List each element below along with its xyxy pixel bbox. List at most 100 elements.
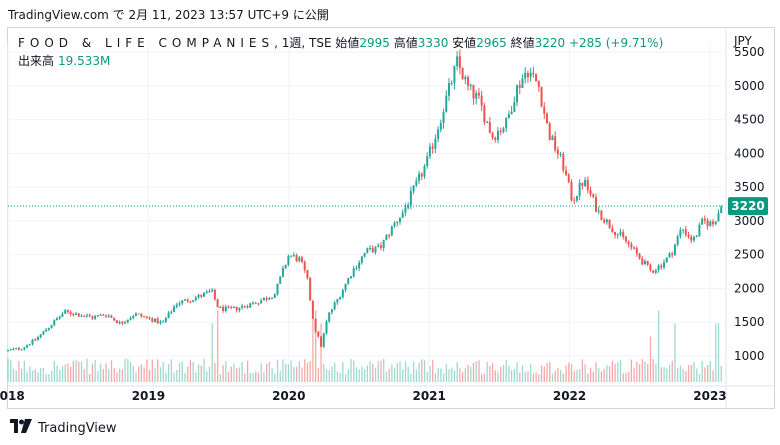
volume-bar — [18, 361, 20, 382]
volume-bar — [491, 363, 494, 382]
volume-bar — [64, 364, 66, 382]
volume-bar — [15, 370, 17, 382]
last-price-tag-label: 3220 — [731, 199, 764, 213]
candle-body — [102, 314, 105, 316]
candle-body — [61, 313, 64, 317]
candle-body — [388, 235, 391, 237]
candle-body — [200, 294, 203, 297]
candle-body — [589, 190, 592, 195]
candle-body — [437, 129, 440, 139]
volume-bar — [200, 365, 202, 382]
volume-bar — [266, 363, 268, 382]
candle-body — [545, 113, 548, 124]
volume-bar — [456, 362, 458, 382]
volume-bar — [350, 358, 352, 382]
candle-body — [467, 77, 470, 86]
volume-bar — [45, 373, 47, 382]
candle-body — [140, 314, 143, 317]
volume-bar — [423, 360, 426, 382]
chart-frame[interactable] — [7, 27, 775, 409]
volume-bar — [222, 365, 224, 382]
ohlc-legend: FOOD & LIFE COMPANIES, 1週, TSE 始値2995 高値… — [18, 34, 663, 51]
volume-bar — [91, 363, 94, 382]
volume-bar — [472, 363, 475, 382]
candle-body — [83, 315, 86, 317]
candle-body — [15, 348, 18, 350]
volume-bar — [165, 372, 167, 382]
volume-bar — [21, 368, 23, 382]
volume-value: 19.533M — [58, 54, 111, 68]
volume-bar — [339, 372, 341, 382]
volume-bar — [50, 370, 53, 382]
candle-body — [197, 294, 200, 298]
volume-bar — [380, 360, 382, 382]
volume-bar — [140, 364, 143, 382]
volume-bar — [129, 361, 132, 382]
candle-body — [219, 306, 222, 308]
volume-bar — [304, 359, 306, 382]
candle-body — [104, 315, 107, 317]
volume-bar — [268, 362, 271, 382]
candle-body — [423, 166, 426, 177]
y-tick-label: 3500 — [734, 180, 765, 194]
candle-body — [20, 349, 23, 351]
volume-bar — [328, 370, 330, 382]
volume-bar — [214, 363, 216, 382]
candle-body — [477, 92, 480, 96]
volume-bar — [227, 372, 230, 382]
volume-bar — [546, 362, 548, 382]
volume-bar — [282, 359, 284, 382]
candle-body — [328, 312, 331, 322]
volume-bar — [173, 372, 175, 382]
candle-body — [347, 278, 350, 284]
volume-bar — [127, 359, 129, 382]
candle-body — [77, 313, 80, 317]
volume-bar — [59, 369, 61, 382]
volume-bar — [464, 368, 467, 382]
volume-bar — [535, 372, 537, 382]
currency-label: JPY — [734, 34, 752, 48]
candle-body — [614, 232, 617, 236]
candle-body — [369, 247, 372, 249]
candle-body — [28, 344, 31, 346]
volume-bar — [415, 369, 418, 382]
volume-bar — [549, 361, 551, 382]
candle-body — [36, 337, 39, 340]
y-tick-label: 2000 — [734, 281, 765, 295]
candle-body — [110, 315, 113, 318]
volume-bar — [238, 367, 241, 382]
candle-body — [714, 221, 717, 225]
volume-bar — [263, 372, 265, 382]
volume-bar — [584, 363, 586, 382]
candle-body — [608, 219, 611, 228]
volume-bar — [146, 359, 148, 382]
candle-body — [235, 306, 238, 311]
symbol-name[interactable]: FOOD & LIFE COMPANIES — [18, 36, 275, 50]
candle-body — [570, 181, 573, 201]
candle-body — [330, 309, 333, 313]
candle-body — [575, 195, 578, 201]
open-label: 始値 — [335, 36, 360, 50]
candle-body — [341, 289, 344, 298]
candle-body — [622, 232, 625, 237]
candle-body — [483, 105, 486, 123]
volume-bar — [276, 359, 279, 382]
candle-body — [556, 150, 559, 155]
volume-bar — [530, 363, 532, 382]
candle-body — [262, 298, 265, 301]
volume-bar — [619, 360, 622, 382]
volume-bar — [211, 323, 213, 382]
x-tick-label: 2018 — [0, 389, 25, 403]
volume-bar — [331, 366, 333, 382]
candle-body — [9, 349, 12, 351]
volume-bar — [559, 369, 562, 382]
candle-body — [134, 313, 137, 316]
candle-body — [208, 291, 211, 293]
low-value: 2965 — [476, 36, 507, 50]
candle-body — [578, 182, 581, 196]
volume-bar — [500, 366, 502, 382]
volume-bar — [372, 363, 374, 382]
volume-bar — [342, 361, 344, 382]
volume-bar — [374, 367, 377, 382]
